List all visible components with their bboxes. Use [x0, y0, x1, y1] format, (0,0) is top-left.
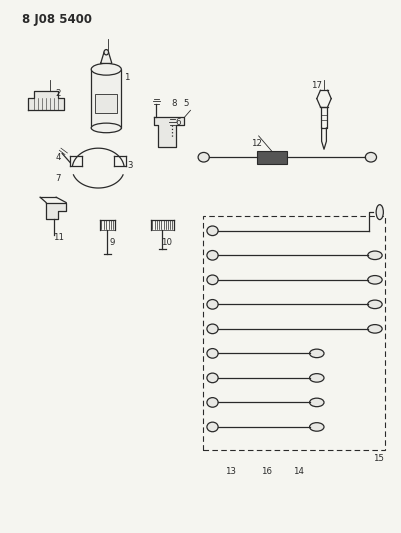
Ellipse shape	[207, 349, 218, 358]
Text: 16: 16	[261, 467, 272, 476]
Ellipse shape	[91, 63, 121, 75]
Text: 12: 12	[251, 140, 262, 148]
Text: 7: 7	[55, 174, 61, 183]
Text: 4: 4	[55, 153, 61, 161]
Polygon shape	[154, 117, 184, 147]
Ellipse shape	[207, 398, 218, 407]
Bar	[257, 151, 287, 164]
Ellipse shape	[310, 423, 324, 431]
Text: 3: 3	[128, 161, 133, 169]
Ellipse shape	[104, 50, 109, 55]
Text: 8 J08 5400: 8 J08 5400	[22, 13, 92, 26]
Text: 9: 9	[109, 238, 115, 247]
Ellipse shape	[91, 123, 121, 133]
Bar	[95, 94, 117, 114]
Ellipse shape	[376, 205, 383, 220]
Ellipse shape	[310, 374, 324, 382]
Text: 13: 13	[225, 467, 236, 476]
Text: 15: 15	[373, 454, 385, 463]
Ellipse shape	[365, 152, 377, 162]
Ellipse shape	[207, 251, 218, 260]
Ellipse shape	[207, 300, 218, 309]
Text: 1: 1	[124, 73, 129, 82]
Text: 2: 2	[55, 89, 61, 98]
Polygon shape	[46, 203, 66, 219]
Text: 8: 8	[172, 100, 177, 108]
Ellipse shape	[207, 373, 218, 383]
Ellipse shape	[310, 349, 324, 358]
Ellipse shape	[198, 152, 209, 162]
Text: 11: 11	[53, 233, 64, 241]
Ellipse shape	[368, 300, 382, 309]
Polygon shape	[28, 91, 64, 110]
Ellipse shape	[207, 275, 218, 285]
Bar	[203, 216, 385, 450]
Text: 17: 17	[311, 81, 322, 90]
Ellipse shape	[207, 324, 218, 334]
Bar	[91, 69, 121, 128]
Ellipse shape	[368, 251, 382, 260]
Text: 10: 10	[161, 238, 172, 247]
Ellipse shape	[207, 422, 218, 432]
Text: 5: 5	[184, 100, 189, 108]
Ellipse shape	[310, 398, 324, 407]
Ellipse shape	[368, 276, 382, 284]
Ellipse shape	[207, 226, 218, 236]
Polygon shape	[101, 52, 112, 63]
Text: 14: 14	[293, 467, 304, 476]
Text: 6: 6	[176, 118, 181, 127]
Ellipse shape	[368, 325, 382, 333]
